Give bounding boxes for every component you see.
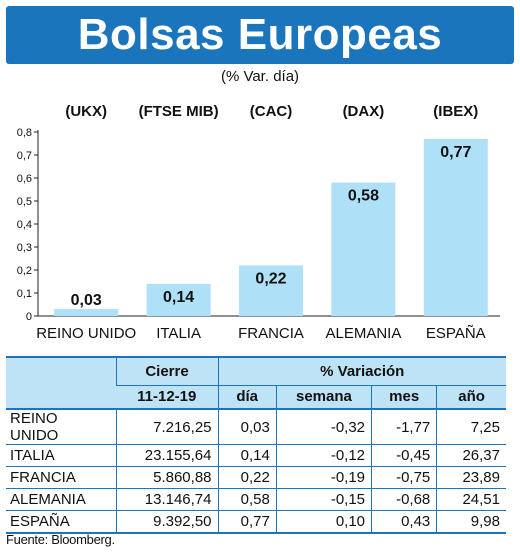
index-label: (CAC)	[250, 103, 293, 120]
y-tick-label: 0,4	[17, 219, 32, 231]
cell-mes: -0,45	[371, 444, 437, 467]
table-row: FRANCIA 5.860,88 0,22 -0,19 -0,75 23,89	[6, 466, 506, 489]
cell-country: ALEMANIA	[6, 488, 116, 511]
cell-semana: 0,10	[275, 510, 372, 534]
bar	[54, 309, 119, 316]
table-row: ALEMANIA 13.146,74 0,58 -0,15 -0,68 24,51	[6, 488, 506, 511]
category-label: ALEMANIA	[325, 325, 401, 342]
y-tick-label: 0,1	[17, 288, 32, 300]
index-label: (DAX)	[343, 103, 385, 120]
category-label: REINO UNIDO	[36, 325, 136, 342]
bar	[239, 265, 303, 316]
cell-mes: -0,75	[371, 466, 437, 489]
cell-cierre: 9.392,50	[115, 510, 218, 534]
y-tick-label: 0,2	[17, 265, 32, 277]
data-label: 0,22	[255, 270, 286, 287]
y-tick-label: 0,6	[17, 173, 32, 185]
category-label: ITALIA	[156, 325, 201, 342]
y-tick-label: 0,7	[17, 150, 32, 162]
header-mes: mes	[371, 385, 437, 409]
cell-mes: -1,77	[371, 409, 437, 445]
data-label: 0,77	[440, 144, 471, 161]
bar-chart: 0 0,1 0,2 0,3 0,4 0,5 0,6 0,7 0,8 0,03 (UKX) REINO …	[17, 103, 500, 342]
y-tick-label: 0,3	[17, 242, 32, 254]
y-tick-label: 0,8	[17, 127, 32, 139]
cell-mes: -0,68	[371, 488, 437, 511]
cell-ano: 23,89	[436, 466, 506, 489]
header-ano: año	[436, 385, 506, 409]
cell-ano: 9,98	[436, 510, 506, 534]
header-date: 11-12-19	[116, 385, 218, 409]
data-label: 0,14	[163, 289, 194, 306]
title-banner: Bolsas Europeas	[6, 6, 514, 64]
cell-cierre: 13.146,74	[115, 488, 218, 511]
cell-semana: -0,19	[275, 466, 372, 489]
category-label: ESPAÑA	[426, 325, 486, 342]
cell-country: FRANCIA	[6, 466, 116, 489]
index-label: (IBEX)	[433, 103, 478, 120]
bar	[331, 182, 396, 316]
cell-dia: 0,77	[217, 510, 277, 534]
cell-dia: 0,03	[217, 409, 277, 445]
cell-dia: 0,22	[217, 466, 277, 489]
source-note: Fuente: Bloomberg.	[6, 532, 115, 547]
corner-cell	[6, 357, 116, 409]
cell-dia: 0,14	[217, 444, 277, 467]
cell-ano: 26,37	[436, 444, 506, 467]
cell-cierre: 23.155,64	[115, 444, 218, 467]
header-cierre: Cierre	[115, 357, 218, 386]
bar	[146, 283, 211, 316]
cell-country: ESPAÑA	[6, 510, 116, 534]
bar	[423, 138, 488, 316]
cell-ano: 24,51	[436, 488, 506, 511]
chart-subtitle: (% Var. día)	[220, 68, 300, 85]
y-tick-label: 0	[26, 311, 32, 323]
index-label: (UKX)	[65, 103, 107, 120]
cell-country: REINO UNIDO	[6, 409, 116, 445]
page-title: Bolsas Europeas	[77, 10, 443, 59]
data-label: 0,03	[71, 292, 102, 309]
header-dia: día	[217, 385, 277, 409]
y-tick-label: 0,5	[17, 196, 32, 208]
category-label: FRANCIA	[238, 325, 304, 342]
cell-mes: 0,43	[371, 510, 437, 534]
cell-country: ITALIA	[6, 444, 116, 467]
data-label: 0,58	[348, 188, 379, 205]
index-label: (FTSE MIB)	[139, 103, 219, 120]
cell-cierre: 7.216,25	[115, 409, 218, 445]
cell-semana: -0,15	[275, 488, 372, 511]
cell-semana: -0,32	[275, 409, 372, 445]
cell-cierre: 5.860,88	[115, 466, 218, 489]
table-row: REINO UNIDO 7.216,25 0,03 -0,32 -1,77 7,25	[6, 409, 506, 445]
table-row: ITALIA 23.155,64 0,14 -0,12 -0,45 26,37	[6, 444, 506, 467]
data-table: Cierre % Variación 11-12-19 día semana m…	[6, 356, 506, 534]
header-semana: semana	[275, 385, 372, 409]
cell-ano: 7,25	[436, 409, 506, 445]
header-variacion: % Variación	[217, 357, 506, 386]
cell-dia: 0,58	[217, 488, 277, 511]
cell-semana: -0,12	[275, 444, 372, 467]
table-row: ESPAÑA 9.392,50 0,77 0,10 0,43 9,98	[6, 510, 506, 534]
